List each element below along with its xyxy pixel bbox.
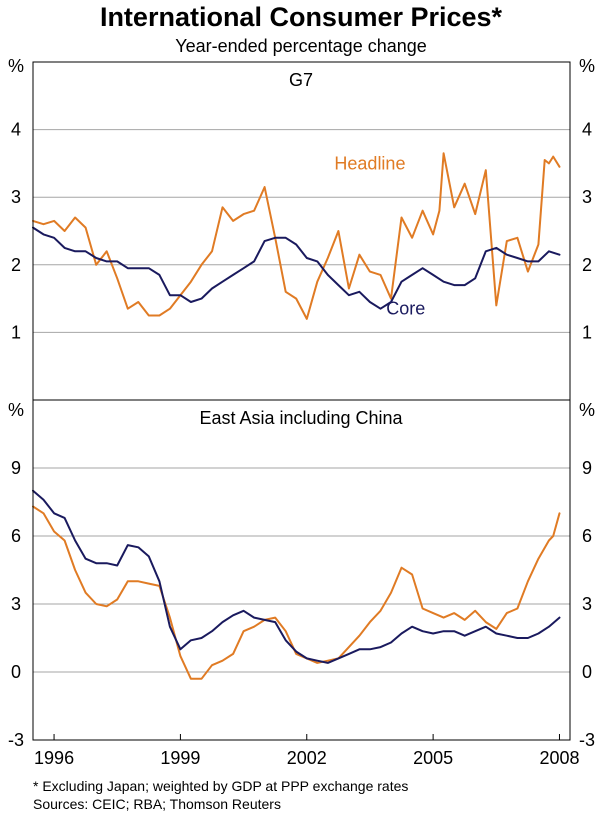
x-tick-label: 2008 bbox=[539, 748, 579, 768]
panel-east-asia-series bbox=[32, 489, 561, 680]
panel-g7-unit-left: % bbox=[8, 56, 24, 76]
series-label-headline: Headline bbox=[334, 153, 405, 173]
panel-east-asia-headline-line bbox=[32, 505, 561, 680]
panel-g7-core-line bbox=[32, 226, 561, 310]
x-tick-label: 1999 bbox=[160, 748, 200, 768]
panel-g7-headline-line bbox=[32, 152, 561, 320]
panel-g7-unit-right: % bbox=[579, 56, 595, 76]
panel-g7-y-tick-label: 3 bbox=[582, 187, 592, 207]
panel-east-asia-core-line bbox=[32, 489, 561, 664]
panel-g7-series bbox=[32, 152, 561, 320]
x-tick-label: 1996 bbox=[34, 748, 74, 768]
panel-east-asia-y-tick-label: 9 bbox=[11, 458, 21, 478]
x-tick-label: 2002 bbox=[287, 748, 327, 768]
panel-east-asia-unit-right: % bbox=[579, 400, 595, 420]
panel-east-asia: % % East Asia including China -3 0 3 6 9 -3 0… bbox=[8, 400, 595, 750]
panel-g7-y-tick-label: 1 bbox=[582, 322, 592, 342]
panel-east-asia-y-tick-label: -3 bbox=[579, 730, 595, 750]
panel-g7-y-tick-label: 1 bbox=[11, 322, 21, 342]
panel-east-asia-y-tick-label: 3 bbox=[582, 594, 592, 614]
panel-east-asia-y-tick-label: 0 bbox=[11, 662, 21, 682]
panel-g7-title: G7 bbox=[289, 70, 313, 90]
footnote: * Excluding Japan; weighted by GDP at PP… bbox=[33, 778, 408, 794]
panel-east-asia-title: East Asia including China bbox=[199, 408, 403, 428]
panel-g7-y-ticks-right: 1 2 3 4 bbox=[582, 120, 592, 343]
chart-subtitle: Year-ended percentage change bbox=[175, 36, 427, 56]
panel-g7: % % G7 1 2 3 4 1 2 3 4 Headline Core bbox=[8, 56, 595, 342]
panel-g7-y-tick-label: 2 bbox=[582, 255, 592, 275]
panel-g7-y-tick-label: 3 bbox=[11, 187, 21, 207]
panel-g7-y-tick-label: 4 bbox=[11, 120, 21, 140]
panel-east-asia-y-ticks-left: -3 0 3 6 9 bbox=[8, 458, 24, 750]
sources: Sources: CEIC; RBA; Thomson Reuters bbox=[33, 796, 281, 812]
panel-east-asia-y-tick-label: 6 bbox=[582, 526, 592, 546]
chart-title: International Consumer Prices* bbox=[100, 2, 503, 32]
panel-east-asia-y-tick-label: 0 bbox=[582, 662, 592, 682]
panel-east-asia-y-ticks-right: -3 0 3 6 9 bbox=[579, 458, 595, 750]
panel-g7-y-tick-label: 2 bbox=[11, 255, 21, 275]
x-axis: 1996 1999 2002 2005 2008 bbox=[34, 734, 579, 768]
panel-g7-annotations: Headline Core bbox=[334, 153, 425, 318]
panel-g7-gridlines bbox=[33, 129, 570, 333]
panel-east-asia-y-tick-label: 9 bbox=[582, 458, 592, 478]
x-tick-label: 2005 bbox=[413, 748, 453, 768]
panel-east-asia-y-tick-label: 6 bbox=[11, 526, 21, 546]
series-label-core: Core bbox=[386, 299, 425, 319]
panel-east-asia-unit-left: % bbox=[8, 400, 24, 420]
plot-frame bbox=[32, 61, 571, 741]
panel-g7-y-ticks-left: 1 2 3 4 bbox=[11, 120, 21, 343]
panel-g7-y-tick-label: 4 bbox=[582, 120, 592, 140]
panel-east-asia-y-tick-label: 3 bbox=[11, 594, 21, 614]
panel-east-asia-y-tick-label: -3 bbox=[8, 730, 24, 750]
panel-east-asia-gridlines bbox=[33, 467, 570, 673]
